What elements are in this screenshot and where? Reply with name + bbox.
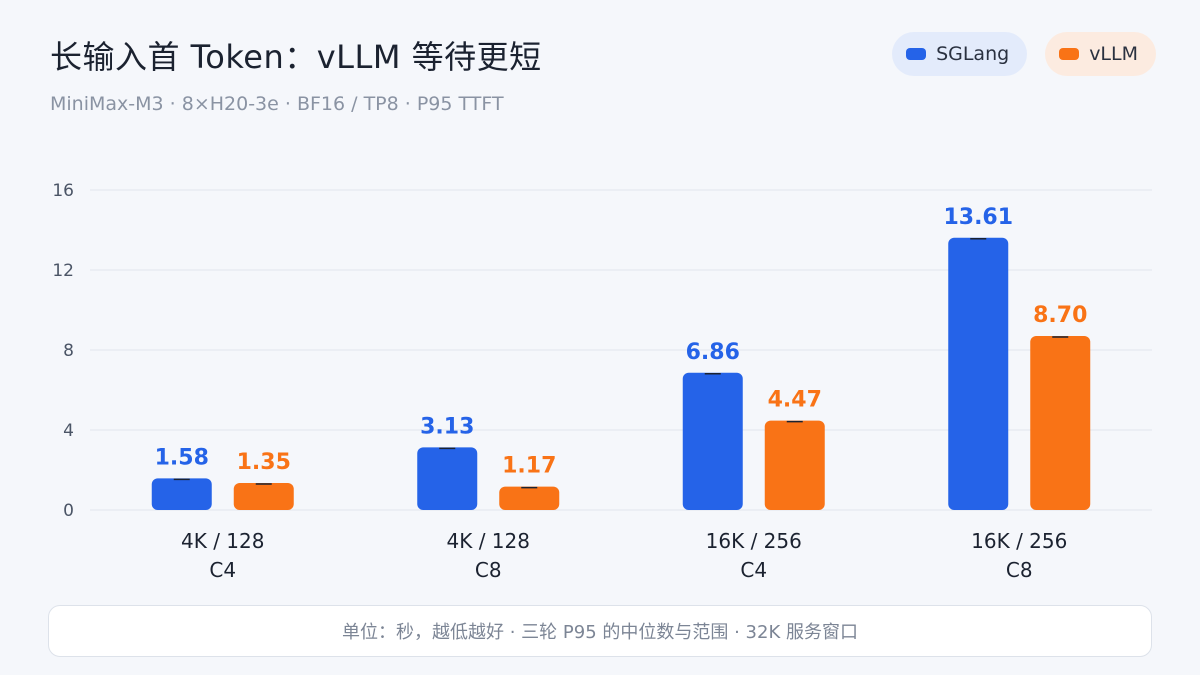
bar-sglang bbox=[948, 237, 1009, 511]
bar-sglang bbox=[151, 478, 212, 510]
x-tick-label: 16K / 256 bbox=[706, 529, 802, 553]
x-tick-label: C4 bbox=[740, 558, 767, 582]
footer-note: 单位：秒，越低越好 · 三轮 P95 的中位数与范围 · 32K 服务窗口 bbox=[48, 605, 1152, 657]
bar-sglang bbox=[417, 447, 478, 510]
y-tick-label: 4 bbox=[63, 421, 74, 441]
legend-label-vllm: vLLM bbox=[1089, 43, 1138, 65]
bar-vllm bbox=[764, 420, 825, 510]
chart-title: 长输入首 Token：vLLM 等待更短 bbox=[50, 38, 542, 76]
x-tick-label: C8 bbox=[1006, 558, 1033, 582]
bar-sglang bbox=[682, 372, 743, 510]
legend-item-vllm: vLLM bbox=[1045, 32, 1156, 76]
legend: SGLang vLLM bbox=[892, 32, 1156, 76]
data-label: 1.17 bbox=[502, 454, 556, 479]
bar-vllm bbox=[233, 483, 294, 510]
x-tick-label: C4 bbox=[209, 558, 236, 582]
data-label: 4.47 bbox=[768, 388, 822, 413]
y-tick-label: 0 bbox=[63, 501, 74, 521]
data-label: 1.58 bbox=[155, 445, 209, 470]
y-tick-label: 12 bbox=[52, 261, 74, 281]
data-label: 8.70 bbox=[1033, 303, 1087, 328]
chart-subtitle: MiniMax-M3 · 8×H20-3e · BF16 / TP8 · P95… bbox=[50, 93, 504, 115]
data-label: 3.13 bbox=[420, 414, 474, 439]
y-tick-label: 16 bbox=[52, 181, 74, 201]
bar-chart: 0 4 8 12 16 1.58 1.35 4K / 128 C4 3.13 1.17 4K / 12… bbox=[52, 181, 1152, 582]
data-label: 13.61 bbox=[943, 205, 1013, 230]
x-tick-label: 4K / 128 bbox=[181, 529, 264, 553]
data-label: 6.86 bbox=[686, 340, 740, 365]
y-tick-label: 8 bbox=[63, 341, 74, 361]
x-tick-label: 16K / 256 bbox=[971, 529, 1067, 553]
bar-vllm bbox=[499, 486, 560, 510]
footer-note-text: 单位：秒，越低越好 · 三轮 P95 的中位数与范围 · 32K 服务窗口 bbox=[342, 622, 858, 643]
x-tick-label: 4K / 128 bbox=[447, 529, 530, 553]
bar-vllm bbox=[1030, 336, 1091, 510]
legend-swatch-sglang bbox=[906, 48, 927, 60]
legend-label-sglang: SGLang bbox=[936, 43, 1010, 65]
legend-swatch-vllm bbox=[1059, 48, 1080, 60]
data-label: 1.35 bbox=[237, 450, 291, 475]
legend-item-sglang: SGLang bbox=[892, 32, 1028, 76]
x-tick-label: C8 bbox=[475, 558, 502, 582]
